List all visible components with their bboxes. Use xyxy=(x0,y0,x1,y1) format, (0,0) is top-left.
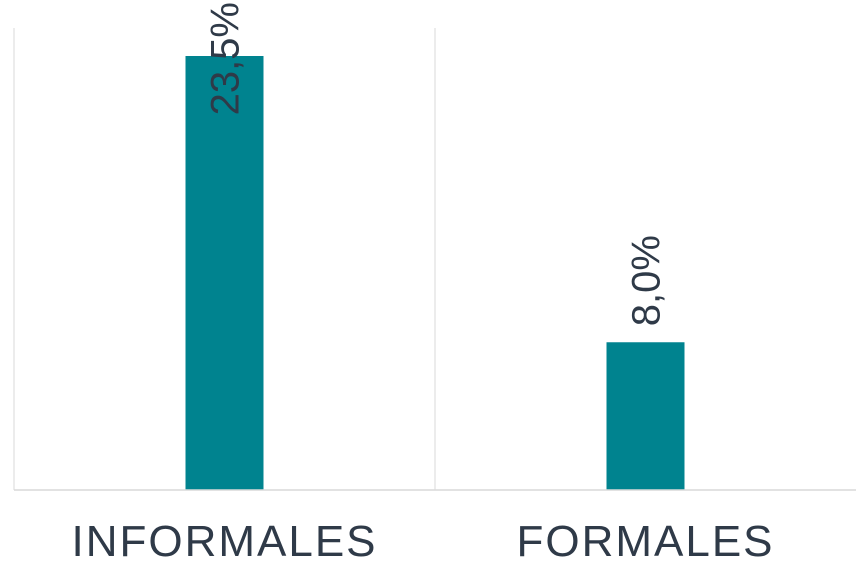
category-label: INFORMALES xyxy=(71,517,377,559)
data-label: 8,0% xyxy=(625,235,669,326)
bar-informales xyxy=(185,56,264,490)
data-label: 23,5% xyxy=(204,2,248,115)
label-layer: 23,5% 8,0% xyxy=(204,2,669,326)
bar-formales xyxy=(606,342,685,490)
category-label: FORMALES xyxy=(516,517,774,559)
axis-layer: INFORMALES FORMALES xyxy=(14,489,856,564)
grid-layer xyxy=(13,28,436,490)
bar-layer xyxy=(185,56,685,490)
